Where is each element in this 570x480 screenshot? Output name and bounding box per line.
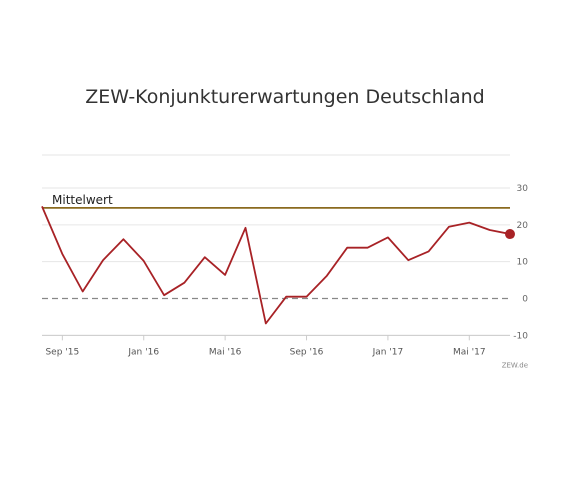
y-tick-label: 30 bbox=[517, 184, 529, 194]
y-tick-label: -10 bbox=[513, 331, 528, 341]
x-tick-label: Jan '16 bbox=[127, 347, 159, 357]
last-value-marker bbox=[505, 229, 515, 240]
series-line bbox=[41, 206, 511, 325]
y-tick-label: 10 bbox=[517, 258, 529, 268]
x-tick-label: Mai '16 bbox=[209, 347, 242, 357]
y-tick-label: 0 bbox=[522, 295, 528, 305]
x-tick-label: Jan '17 bbox=[372, 347, 404, 357]
x-tick-label: Sep '15 bbox=[45, 347, 79, 357]
chart-title: ZEW-Konjunkturerwartungen Deutschland bbox=[85, 86, 485, 108]
mean-line-label: Mittelwert bbox=[52, 193, 113, 207]
y-tick-label: 20 bbox=[517, 221, 529, 231]
x-tick-label: Sep '16 bbox=[290, 347, 324, 357]
source-label: ZEW.de bbox=[502, 361, 528, 369]
x-tick-label: Mai '17 bbox=[453, 347, 486, 357]
